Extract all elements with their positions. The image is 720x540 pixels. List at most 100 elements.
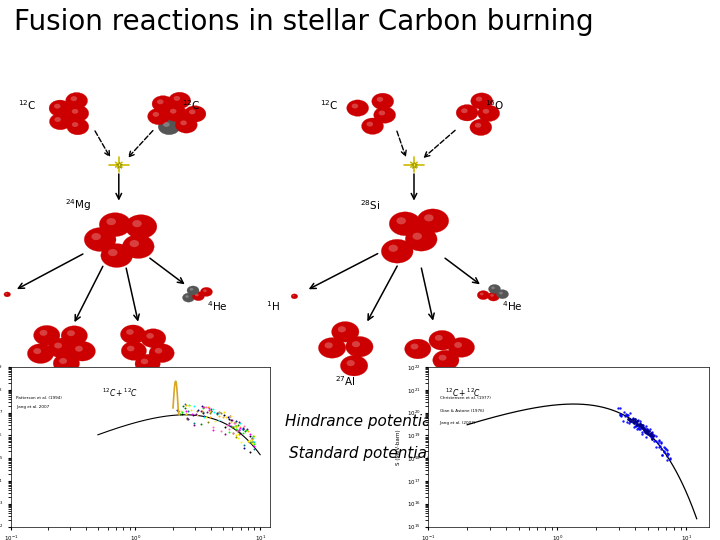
Point: [650, 437, 662, 445]
Circle shape: [72, 109, 78, 114]
Point: [629, 422, 640, 431]
Point: [629, 418, 640, 427]
Point: [197, 403, 209, 411]
Point: [637, 421, 649, 429]
Circle shape: [351, 104, 359, 109]
Point: [220, 412, 232, 421]
Circle shape: [91, 233, 101, 240]
Circle shape: [292, 295, 294, 296]
Circle shape: [417, 209, 449, 233]
Point: [624, 409, 635, 417]
Text: $^{28}$Si: $^{28}$Si: [360, 198, 380, 212]
Circle shape: [413, 233, 422, 240]
Point: [646, 434, 657, 442]
Point: [646, 433, 657, 442]
Point: [631, 420, 642, 428]
Point: [172, 407, 184, 416]
Circle shape: [203, 289, 207, 292]
Point: [639, 426, 650, 435]
Point: [641, 422, 652, 430]
Point: [191, 410, 202, 418]
Circle shape: [189, 288, 193, 291]
Point: [173, 407, 184, 415]
Point: [181, 414, 193, 422]
Circle shape: [477, 291, 490, 300]
Circle shape: [108, 249, 117, 256]
Point: [625, 416, 636, 425]
Y-axis label: S (MeV·barn): S (MeV·barn): [397, 429, 402, 464]
Point: [176, 407, 187, 415]
Point: [200, 413, 212, 421]
Circle shape: [352, 341, 360, 347]
Point: [206, 404, 217, 413]
Point: [644, 431, 656, 440]
Circle shape: [127, 346, 135, 352]
Point: [621, 411, 633, 420]
Point: [238, 441, 250, 449]
Point: [223, 419, 235, 428]
Text: $^{12}$C: $^{12}$C: [320, 98, 339, 112]
Point: [208, 408, 220, 416]
Point: [245, 429, 256, 438]
Point: [198, 403, 210, 411]
Point: [641, 428, 652, 436]
Circle shape: [53, 354, 79, 373]
Point: [174, 410, 186, 418]
Circle shape: [291, 294, 297, 299]
Circle shape: [99, 213, 131, 237]
Circle shape: [488, 285, 500, 293]
Point: [658, 447, 670, 455]
Circle shape: [67, 118, 89, 135]
Circle shape: [476, 97, 482, 102]
Text: Fusion reactions in stellar Carbon burning: Fusion reactions in stellar Carbon burni…: [14, 8, 594, 36]
Circle shape: [50, 113, 71, 130]
Circle shape: [374, 107, 395, 123]
Point: [220, 429, 231, 438]
Point: [248, 438, 259, 447]
Circle shape: [449, 338, 474, 357]
Text: Jiang et al. (2007): Jiang et al. (2007): [440, 421, 476, 426]
Point: [181, 407, 192, 416]
Point: [213, 412, 225, 421]
Point: [225, 422, 236, 431]
Point: [197, 408, 208, 417]
Circle shape: [27, 344, 54, 363]
Point: [642, 429, 654, 438]
Point: [639, 428, 651, 436]
Point: [231, 426, 243, 434]
Circle shape: [157, 99, 163, 104]
Circle shape: [341, 355, 368, 376]
Point: [615, 404, 626, 413]
Point: [655, 437, 667, 446]
Text: Oian & Astone (1976): Oian & Astone (1976): [440, 409, 484, 413]
Point: [222, 413, 233, 421]
Circle shape: [6, 293, 7, 294]
Circle shape: [54, 342, 62, 348]
Point: [636, 422, 647, 431]
Point: [226, 416, 238, 424]
Circle shape: [48, 338, 75, 358]
Point: [626, 416, 637, 425]
Point: [234, 423, 246, 432]
Point: [180, 401, 192, 410]
Point: [182, 414, 194, 423]
Circle shape: [379, 111, 385, 116]
Text: Christensen et al. (1977): Christensen et al. (1977): [440, 396, 490, 400]
Circle shape: [429, 330, 455, 350]
Point: [637, 422, 649, 431]
Point: [181, 415, 193, 423]
Circle shape: [61, 326, 87, 346]
Point: [658, 448, 670, 456]
Point: [201, 402, 212, 411]
Point: [661, 446, 672, 455]
Circle shape: [72, 122, 78, 127]
Circle shape: [461, 108, 468, 113]
Point: [203, 404, 215, 413]
Point: [204, 413, 216, 421]
Point: [225, 415, 237, 424]
Circle shape: [165, 105, 187, 122]
Point: [657, 450, 668, 459]
Point: [226, 422, 238, 431]
Point: [646, 429, 657, 438]
Point: [636, 429, 647, 438]
